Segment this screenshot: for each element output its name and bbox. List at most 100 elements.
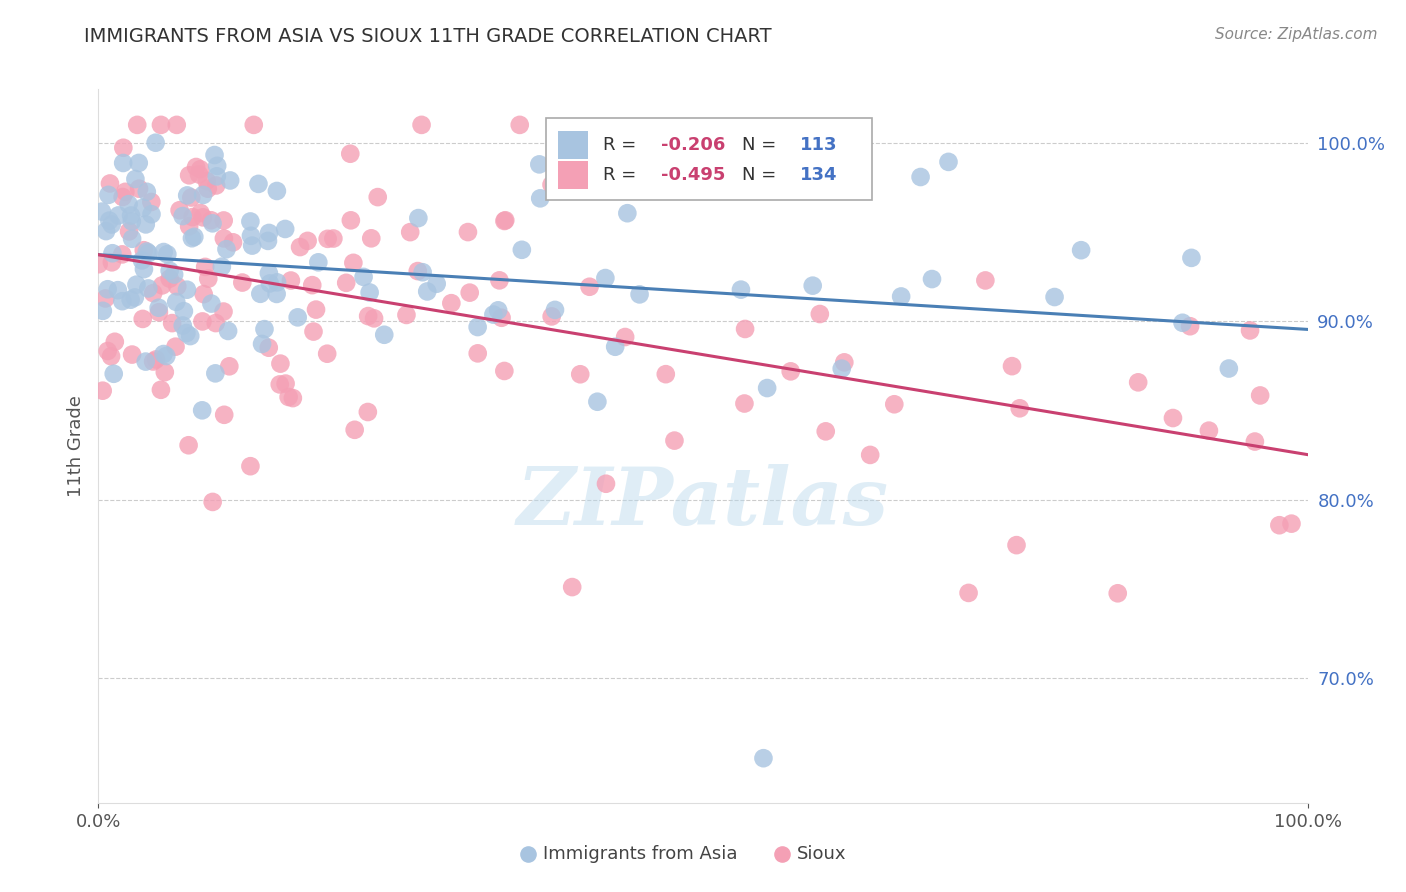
Point <box>274 222 297 236</box>
Point <box>529 191 551 205</box>
Point <box>297 234 319 248</box>
Point <box>141 207 163 221</box>
Text: -0.206: -0.206 <box>661 136 725 153</box>
Point <box>1268 518 1291 533</box>
Point <box>269 357 291 371</box>
Point <box>733 396 755 410</box>
Point <box>177 438 200 452</box>
Point <box>411 118 433 132</box>
Point <box>205 178 228 193</box>
Point <box>274 376 297 391</box>
Point <box>131 253 153 268</box>
Point <box>135 354 157 368</box>
Point <box>1107 586 1129 600</box>
Text: 113: 113 <box>800 136 837 153</box>
Point <box>176 326 198 340</box>
Point <box>111 247 134 261</box>
Point <box>1128 376 1150 390</box>
Point <box>605 340 627 354</box>
Text: -0.495: -0.495 <box>661 166 725 184</box>
Point <box>101 246 124 260</box>
Point <box>135 244 157 259</box>
Point <box>183 230 205 244</box>
Point <box>135 218 157 232</box>
Point <box>287 310 309 325</box>
Point <box>155 349 177 363</box>
Point <box>412 265 434 279</box>
Point <box>486 303 509 318</box>
Point <box>112 141 135 155</box>
Point <box>193 287 215 301</box>
Point <box>142 354 165 368</box>
Point <box>201 216 224 230</box>
Point <box>340 213 363 227</box>
Point <box>957 586 980 600</box>
Point <box>359 285 381 300</box>
Point <box>159 263 181 277</box>
Point <box>664 434 686 448</box>
Point <box>249 286 271 301</box>
Point <box>277 390 299 404</box>
Point <box>266 287 288 301</box>
Point <box>1070 243 1092 257</box>
Point <box>212 213 235 227</box>
Point <box>128 182 150 196</box>
Point <box>132 201 155 215</box>
Point <box>406 264 429 278</box>
Point <box>112 156 135 170</box>
Point <box>165 340 187 354</box>
Point <box>1239 323 1261 337</box>
Point <box>342 256 364 270</box>
Point <box>97 187 120 202</box>
Point <box>191 403 214 417</box>
Point <box>1180 251 1202 265</box>
Point <box>322 231 344 245</box>
Point <box>316 232 339 246</box>
Point <box>343 423 366 437</box>
Point <box>212 408 235 422</box>
Point <box>205 159 228 173</box>
Point <box>339 146 361 161</box>
Point <box>367 190 389 204</box>
Point <box>132 262 155 277</box>
Text: 134: 134 <box>800 166 837 184</box>
Point <box>212 304 235 318</box>
Point <box>103 367 125 381</box>
Point <box>152 245 174 260</box>
Point <box>353 269 375 284</box>
Point <box>145 136 167 150</box>
Point <box>1043 290 1066 304</box>
Point <box>205 169 228 184</box>
Point <box>219 173 242 187</box>
Point <box>180 190 202 204</box>
Point <box>211 260 233 274</box>
Point <box>408 211 430 225</box>
Point <box>191 211 214 225</box>
Point <box>655 367 678 381</box>
Point <box>204 367 226 381</box>
Point <box>1008 401 1031 416</box>
Point <box>595 476 617 491</box>
Point <box>114 185 136 199</box>
Text: Immigrants from Asia: Immigrants from Asia <box>543 846 738 863</box>
Point <box>87 257 110 271</box>
Point <box>141 194 163 209</box>
Point <box>266 184 288 198</box>
Point <box>204 316 226 330</box>
Point <box>121 214 143 228</box>
Point <box>179 169 201 183</box>
Point <box>132 312 155 326</box>
Point <box>212 231 235 245</box>
Point <box>859 448 882 462</box>
Y-axis label: 11th Grade: 11th Grade <box>66 395 84 497</box>
Point <box>614 330 637 344</box>
Point <box>628 287 651 301</box>
Point <box>217 324 239 338</box>
Point <box>458 285 481 300</box>
Point <box>120 209 142 223</box>
Text: ZIPatlas: ZIPatlas <box>517 465 889 541</box>
Point <box>529 157 551 171</box>
Point <box>1218 361 1240 376</box>
Point <box>540 310 562 324</box>
Point <box>756 381 779 395</box>
